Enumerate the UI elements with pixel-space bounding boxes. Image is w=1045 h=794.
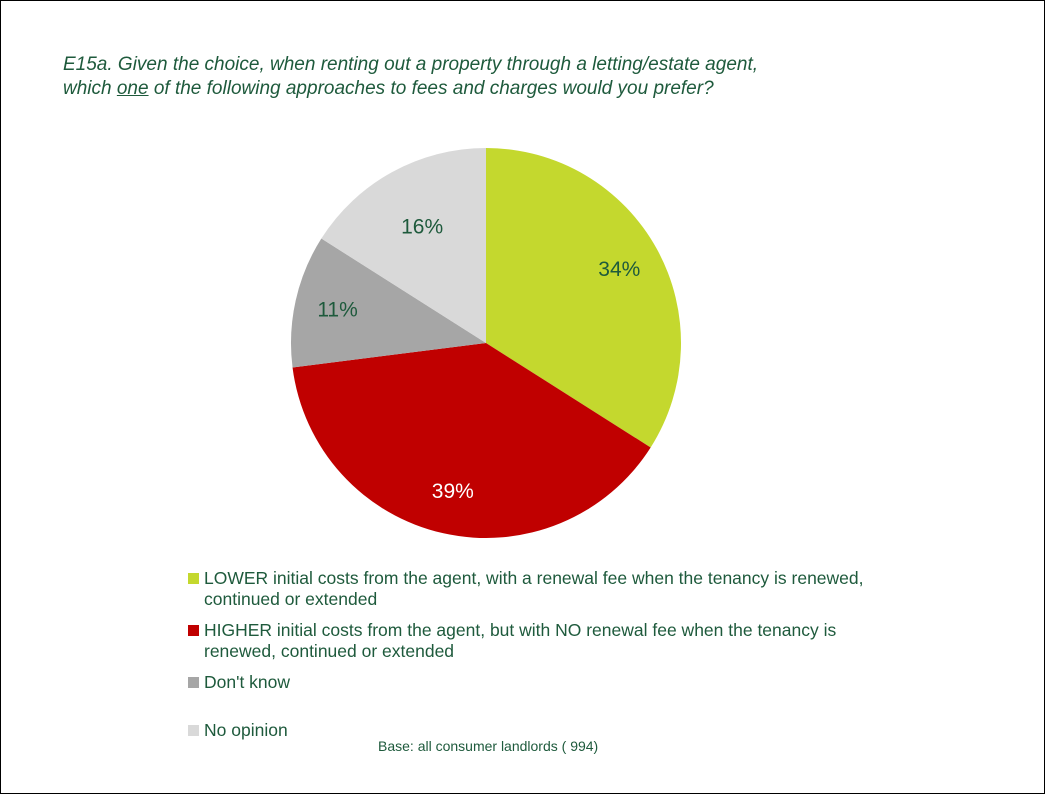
base-note: Base: all consumer landlords ( 994) [378,738,598,754]
legend-item-dont-know: Don't know [188,672,290,693]
legend-swatch-higher [188,625,199,636]
pie-slices [291,148,681,538]
data-label-higher: 39% [432,480,474,503]
legend-item-no-opinion: No opinion [188,720,288,741]
legend-label-higher: HIGHER initial costs from the agent, but… [204,620,836,661]
data-label-lower: 34% [598,258,640,281]
legend-swatch-dont-know [188,677,199,688]
legend-swatch-lower [188,573,199,584]
legend-label-dont-know: Don't know [204,672,290,692]
data-label-no-opinion: 16% [401,215,443,238]
legend-item-higher: HIGHER initial costs from the agent, but… [188,620,888,662]
legend-swatch-no-opinion [188,725,199,736]
data-label-dont-know: 11% [317,298,357,321]
legend-label-no-opinion: No opinion [204,720,288,740]
legend-item-lower: LOWER initial costs from the agent, with… [188,568,888,610]
legend-label-lower: LOWER initial costs from the agent, with… [204,568,864,609]
